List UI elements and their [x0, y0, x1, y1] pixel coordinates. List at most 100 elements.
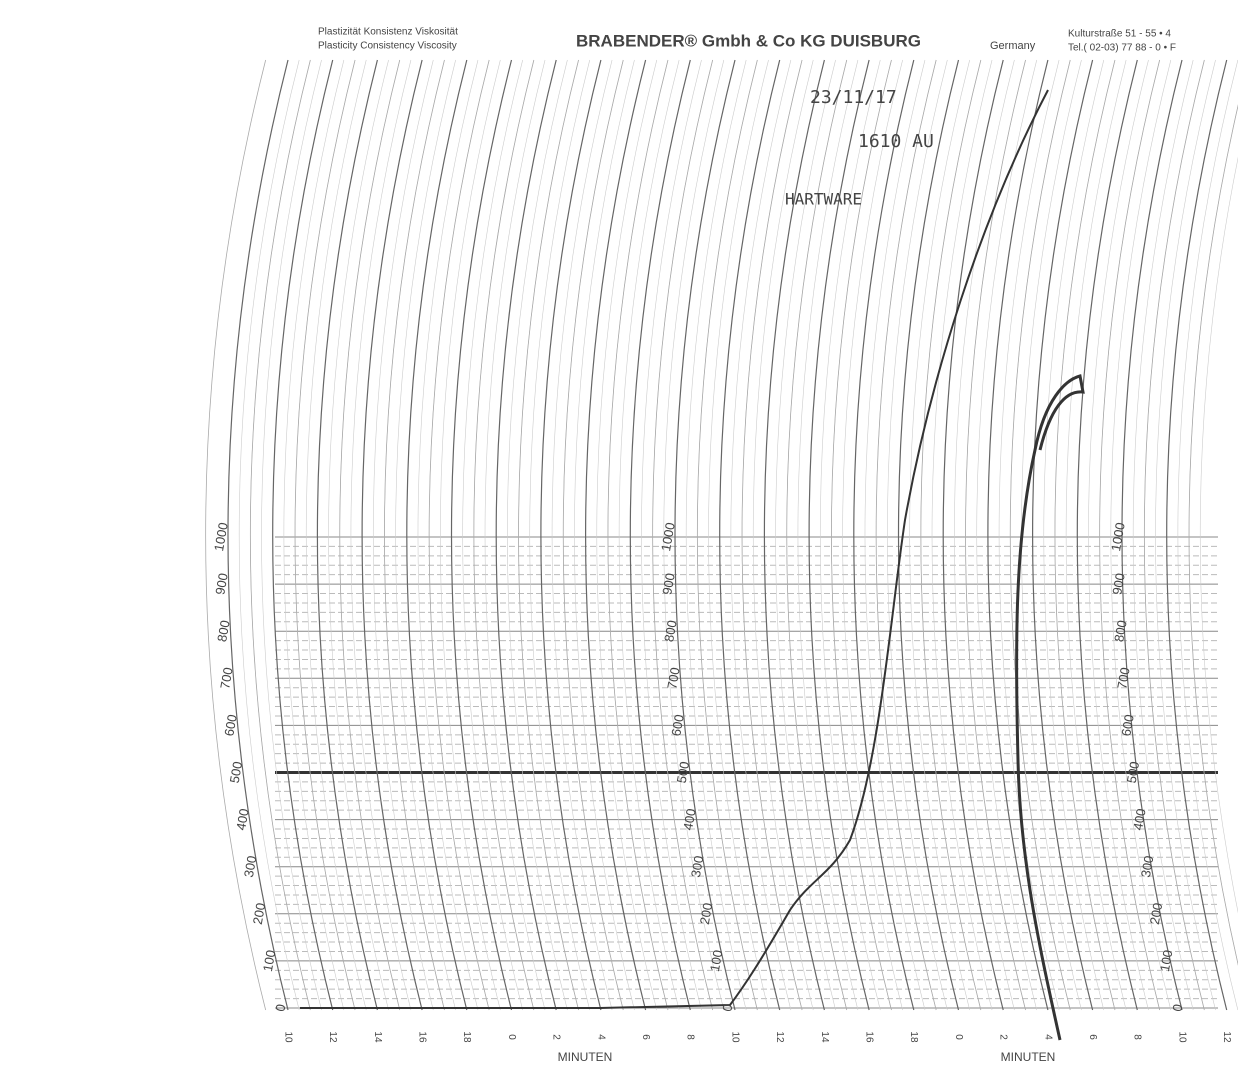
grid-arc: [1021, 60, 1081, 1010]
minute-label: 10: [1176, 1031, 1187, 1043]
grid-arc: [563, 60, 623, 1010]
grid-arc: [943, 60, 1003, 1010]
grid-arc: [552, 60, 612, 1010]
minute-label: 10: [282, 1031, 293, 1043]
grid-arc: [563, 60, 623, 1010]
grid-arc: [384, 60, 444, 1010]
grid-arc: [262, 60, 322, 1010]
grid-arc: [1077, 60, 1137, 1010]
grid-arc: [329, 60, 389, 1010]
minute-label: 12: [327, 1031, 338, 1043]
minute-label: 8: [685, 1034, 696, 1040]
header-country: Germany: [990, 40, 1036, 52]
grid-arc: [295, 60, 355, 1010]
grid-arc: [697, 60, 757, 1010]
grid-arc: [396, 60, 456, 1010]
grid-arc: [1055, 60, 1115, 1010]
scale-label: 600: [668, 713, 687, 737]
grid-arc: [541, 60, 601, 1010]
grid-arc: [876, 60, 936, 1010]
scale-label: 200: [250, 902, 269, 926]
grid-arc: [273, 60, 333, 1010]
scale-label: 700: [217, 666, 236, 690]
grid-arc: [899, 60, 959, 1010]
scale-label: 800: [1111, 619, 1130, 643]
scale-label: 900: [212, 572, 231, 596]
scale-label: 200: [697, 902, 716, 926]
grid-arc: [485, 60, 545, 1010]
grid-arc: [440, 60, 500, 1010]
scale-label: 800: [661, 619, 680, 643]
grid-arc: [876, 60, 936, 1010]
scale-label: 300: [241, 855, 260, 879]
grid-arc: [1010, 60, 1070, 1010]
grid-arc: [865, 60, 925, 1010]
header-title: BRABENDER® Gmbh & Co KG DUISBURG: [576, 31, 921, 50]
header-left: Plastizität Konsistenz Viskosität: [318, 27, 458, 38]
grid-arc: [474, 60, 534, 1010]
minute-label: 2: [998, 1034, 1009, 1040]
minute-label: 6: [1087, 1034, 1098, 1040]
scale-label: 0: [1169, 1003, 1185, 1013]
minute-label: 14: [819, 1031, 830, 1043]
chart-paper: Plastizität Konsistenz Viskosität Plasti…: [0, 0, 1238, 1075]
grid-arc: [463, 60, 523, 1010]
curve: [1017, 376, 1083, 1040]
minute-label: 2: [551, 1034, 562, 1040]
grid-arc: [228, 60, 288, 1010]
grid-arc: [373, 60, 433, 1010]
scale-label: 300: [1138, 855, 1157, 879]
grid-arc: [429, 60, 489, 1010]
grid-arc: [731, 60, 791, 1010]
grid-arc: [519, 60, 579, 1010]
grid-arc: [452, 60, 512, 1010]
grid-arc: [429, 60, 489, 1010]
minute-label: 10: [729, 1031, 740, 1043]
grid-arc: [306, 60, 366, 1010]
minute-label: 0: [953, 1034, 964, 1040]
minute-label: 18: [908, 1031, 919, 1043]
grid-arc: [340, 60, 400, 1010]
scale-label: 500: [1124, 760, 1143, 784]
scale-label: 400: [680, 807, 699, 831]
axis-label: MINUTEN: [1001, 1050, 1056, 1064]
grid-arc: [295, 60, 355, 1010]
minute-label: 18: [461, 1031, 472, 1043]
grid-arc: [608, 60, 668, 1010]
scale-label: 100: [260, 949, 279, 973]
grid-arc: [530, 60, 590, 1010]
handwriting: HARTWARE: [785, 190, 862, 209]
grid-arc: [1033, 60, 1093, 1010]
header-address: Kulturstraße 51 - 55 • 4: [1068, 29, 1171, 40]
grid-arc: [384, 60, 444, 1010]
grid-arc: [250, 60, 310, 1010]
grid-arc: [407, 60, 467, 1010]
header-address: Tel.( 02-03) 77 88 - 0 • F: [1068, 43, 1176, 54]
grid-arc: [910, 60, 970, 1010]
grid-arc: [574, 60, 634, 1010]
scale-label: 600: [221, 713, 240, 737]
grid-arc: [887, 60, 947, 1010]
grid-arc: [519, 60, 579, 1010]
minute-label: 4: [595, 1034, 606, 1040]
grid-arc: [474, 60, 534, 1010]
scale-label: 400: [1130, 807, 1149, 831]
scale-label: 800: [214, 619, 233, 643]
scale-label: 400: [233, 807, 252, 831]
minute-label: 8: [1132, 1034, 1143, 1040]
grid-arc: [351, 60, 411, 1010]
grid-arc: [697, 60, 757, 1010]
minute-label: 12: [1221, 1031, 1232, 1043]
grid-arc: [362, 60, 422, 1010]
minute-label: 4: [1042, 1034, 1053, 1040]
minute-label: 0: [506, 1034, 517, 1040]
scale-label: 200: [1147, 902, 1166, 926]
minute-label: 16: [863, 1031, 874, 1043]
minute-label: 14: [372, 1031, 383, 1043]
scale-label: 300: [688, 855, 707, 879]
scale-label: 900: [659, 572, 678, 596]
scale-label: 100: [707, 949, 726, 973]
handwriting: 1610 AU: [858, 131, 934, 152]
grid-arc: [586, 60, 646, 1010]
minute-label: 16: [416, 1031, 427, 1043]
